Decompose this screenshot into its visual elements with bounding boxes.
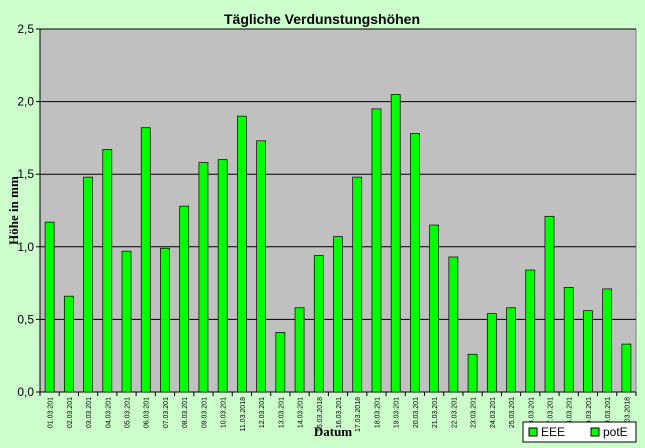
x-tick-label: 06.03.201 xyxy=(144,397,151,428)
y-tick-label: 2,0 xyxy=(17,95,34,109)
bar-13 xyxy=(275,332,286,393)
bar-15 xyxy=(313,255,324,393)
x-tick-label: 13.03.201 xyxy=(278,397,285,428)
x-tick-label: 23.03.201 xyxy=(471,397,478,428)
bar-9 xyxy=(198,162,209,393)
bar-6 xyxy=(140,127,151,393)
bar-20 xyxy=(410,133,420,393)
x-tick-label: 21.03.201 xyxy=(432,397,439,428)
chart-title: Tägliche Verdunstungshöhen xyxy=(224,11,420,27)
x-tick-label: 14.03.201 xyxy=(298,397,305,428)
bars xyxy=(44,93,632,393)
bar-5 xyxy=(121,250,132,393)
legend: EEE potE xyxy=(522,421,637,443)
x-tick-label: 19.03.201 xyxy=(394,397,401,428)
x-tick-label: 28.03.201 xyxy=(567,397,574,428)
legend-swatch-eee xyxy=(528,427,538,437)
bar-25 xyxy=(506,307,516,393)
bar-7 xyxy=(160,247,170,393)
bar-28 xyxy=(563,287,574,393)
x-tick-label: 25.03.201 xyxy=(509,397,516,428)
x-tick-label: 18.03.201 xyxy=(374,397,381,428)
y-tick-label: 2,5 xyxy=(17,22,34,36)
y-axis-ticks: 0,0 0,5 1,0 1,5 2,0 2,5 xyxy=(17,22,40,399)
x-tick-label: 03.03.201 xyxy=(86,397,93,428)
bar-23 xyxy=(467,353,478,393)
x-tick-label: 26.03.201 xyxy=(528,397,535,428)
grid-lines xyxy=(39,28,636,393)
bar-17 xyxy=(352,176,363,393)
x-axis-label: Datum xyxy=(314,424,352,439)
x-axis-ticks: 01.03.201 02.03.201 03.03.201 04.03.201 05.0… xyxy=(39,392,637,432)
bar-21 xyxy=(429,224,439,393)
bar-3 xyxy=(83,176,93,393)
x-tick-label: 04.03.201 xyxy=(105,397,112,428)
x-tick-label: 02.03.201 xyxy=(67,397,74,428)
x-tick-label: 30.03.201 xyxy=(605,397,612,428)
x-tick-label: 10.03.201 xyxy=(221,397,228,428)
bar-19 xyxy=(390,93,401,393)
legend-swatch-pote xyxy=(590,427,600,437)
y-tick-label: 1,0 xyxy=(17,240,34,254)
y-tick-label: 0,0 xyxy=(17,385,34,399)
bar-10 xyxy=(217,159,228,393)
x-tick-label: 20.03.201 xyxy=(413,397,420,428)
bar-14 xyxy=(294,307,305,393)
x-tick-label: 29.03.201 xyxy=(586,397,593,428)
x-tick-label: 11.03.2018 xyxy=(240,397,247,432)
x-tick-label: 31.03.2018 xyxy=(624,397,631,432)
bar-8 xyxy=(179,205,190,393)
y-tick-label: 0,5 xyxy=(17,312,34,326)
bar-11 xyxy=(237,115,247,393)
bar-24 xyxy=(486,313,497,393)
bar-31 xyxy=(621,343,632,393)
x-tick-label: 24.03.201 xyxy=(490,397,497,428)
x-tick-label: 22.03.201 xyxy=(451,397,458,428)
bar-29 xyxy=(583,310,593,393)
x-tick-label: 12.03.201 xyxy=(259,397,266,428)
legend-label-pote: potE xyxy=(603,425,628,439)
x-tick-label: 08.03.201 xyxy=(182,397,189,428)
x-tick-label: 07.03.201 xyxy=(163,397,170,428)
bar-22 xyxy=(448,256,459,393)
x-tick-label: 16.03.201 xyxy=(336,397,343,428)
x-tick-label: 27.03.201 xyxy=(547,397,554,428)
x-tick-label: 05.03.201 xyxy=(125,397,132,428)
x-tick-label: 15.03.2018 xyxy=(317,397,324,432)
y-axis-label: Höhe in mm xyxy=(6,176,21,245)
bar-2 xyxy=(63,295,74,393)
bar-4 xyxy=(102,149,113,393)
x-tick-label: 01.03.201 xyxy=(48,397,55,428)
bar-1 xyxy=(44,221,55,393)
y-tick-label: 1,5 xyxy=(17,167,34,181)
bar-18 xyxy=(371,108,382,393)
bar-30 xyxy=(602,288,613,393)
bar-26 xyxy=(525,269,536,393)
bar-12 xyxy=(256,140,266,393)
legend-label-eee: EEE xyxy=(541,425,565,439)
x-tick-label: 17.03.2018 xyxy=(355,397,362,432)
bar-16 xyxy=(333,236,343,393)
x-tick-label: 09.03.201 xyxy=(201,397,208,428)
legend-box xyxy=(522,421,637,443)
bar-27 xyxy=(544,215,555,393)
